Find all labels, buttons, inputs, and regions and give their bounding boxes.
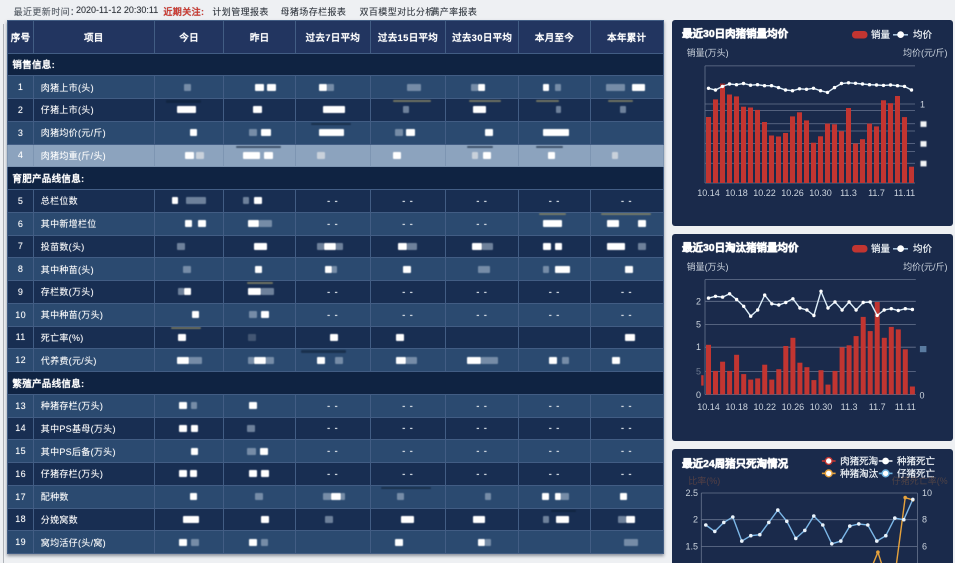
svg-text:5: 5 — [696, 319, 701, 329]
svg-text:1: 1 — [696, 342, 701, 352]
svg-text:2: 2 — [696, 296, 701, 306]
svg-text:11.7: 11.7 — [868, 188, 885, 198]
svg-text:10.22: 10.22 — [753, 402, 775, 412]
svg-text:最近24周猪只死淘情况: 最近24周猪只死淘情况 — [682, 457, 789, 470]
svg-text:比率(%): 比率(%) — [688, 475, 720, 486]
svg-text:10.22: 10.22 — [753, 188, 776, 198]
svg-text:2: 2 — [692, 514, 697, 524]
svg-text:2.5: 2.5 — [685, 488, 698, 498]
svg-text:10.26: 10.26 — [781, 188, 804, 198]
svg-text:8: 8 — [922, 514, 927, 524]
svg-text:11.11: 11.11 — [893, 188, 914, 198]
svg-text:均价: 均价 — [913, 29, 933, 41]
svg-text:销量(万头): 销量(万头) — [686, 47, 728, 58]
svg-text:10.14: 10.14 — [697, 402, 719, 412]
svg-text:10: 10 — [922, 488, 932, 498]
svg-text:11.11: 11.11 — [894, 402, 915, 412]
svg-text:10.30: 10.30 — [809, 402, 831, 412]
svg-text:种猪死亡: 种猪死亡 — [897, 455, 935, 467]
svg-text:1.5: 1.5 — [685, 541, 698, 551]
svg-text:肉猪死淘: 肉猪死淘 — [840, 455, 878, 467]
svg-text:10.18: 10.18 — [725, 188, 748, 198]
svg-text:6: 6 — [922, 541, 927, 551]
svg-text:最近30日肉猪销量均价: 最近30日肉猪销量均价 — [682, 27, 789, 40]
svg-text:0: 0 — [696, 390, 701, 400]
svg-text:均价: 均价 — [912, 243, 931, 255]
svg-text:11.3: 11.3 — [840, 188, 857, 198]
svg-text:10.26: 10.26 — [781, 402, 803, 412]
svg-text:0: 0 — [919, 390, 924, 400]
svg-text:1: 1 — [920, 100, 925, 110]
svg-text:仔猪死亡: 仔猪死亡 — [897, 467, 935, 479]
svg-text:销量(万头): 销量(万头) — [686, 261, 728, 272]
svg-text:5: 5 — [696, 366, 701, 376]
svg-text:仔猪死亡率(%: 仔猪死亡率(% — [891, 475, 947, 486]
svg-text:销量: 销量 — [870, 243, 889, 255]
svg-text:种猪淘汰: 种猪淘汰 — [840, 467, 879, 479]
svg-text:销量: 销量 — [871, 29, 891, 41]
svg-text:均价(元/斤): 均价(元/斤) — [903, 261, 947, 272]
svg-text:10.30: 10.30 — [809, 188, 832, 198]
svg-text:最近30日淘汰猪销量均价: 最近30日淘汰猪销量均价 — [682, 241, 799, 254]
svg-text:11.7: 11.7 — [868, 402, 885, 412]
svg-text:10.14: 10.14 — [697, 188, 720, 198]
svg-text:11.3: 11.3 — [840, 402, 857, 412]
svg-text:均价(元/斤): 均价(元/斤) — [903, 47, 948, 58]
svg-text:10.18: 10.18 — [725, 402, 747, 412]
